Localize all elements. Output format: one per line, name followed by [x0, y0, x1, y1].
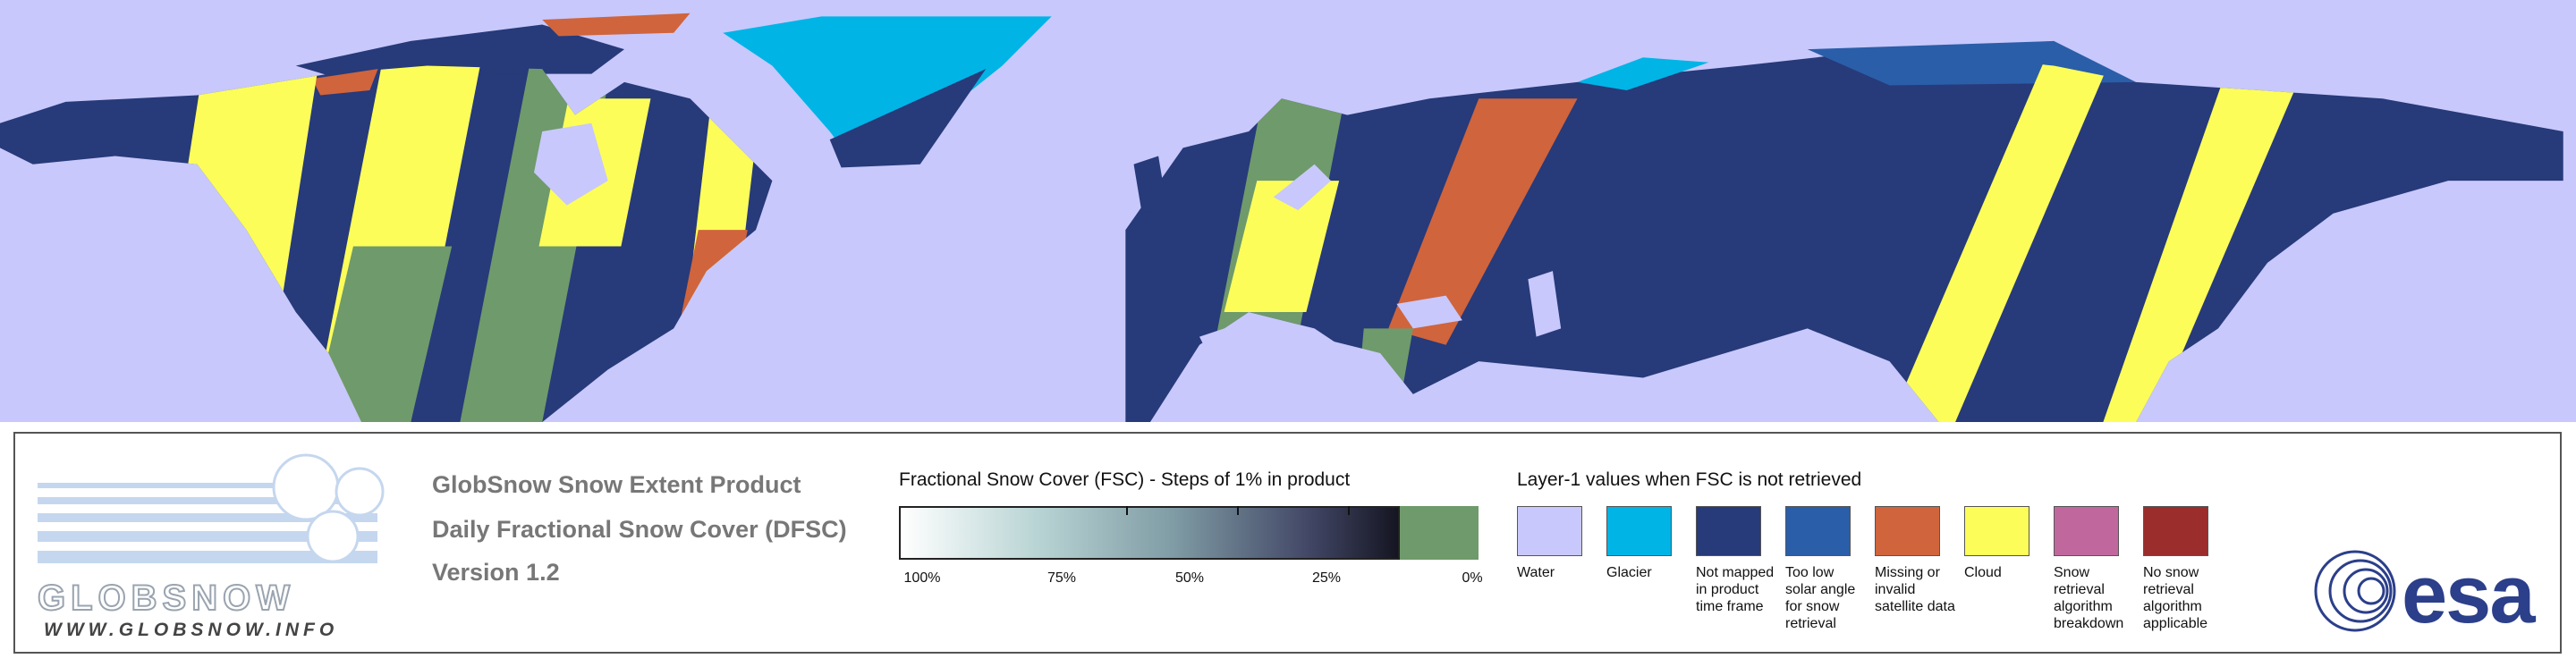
tick	[1237, 506, 1239, 515]
class-swatch	[1785, 506, 1851, 556]
cloud-band	[1224, 181, 1340, 313]
snow-free-band	[312, 246, 453, 422]
tick	[1348, 506, 1350, 515]
legend: GLOBSNOW WWW.GLOBSNOW.INFO GlobSnow Snow…	[13, 432, 2562, 654]
agency-logo: esa	[2402, 549, 2535, 640]
class-swatch	[1606, 506, 1672, 556]
greenland	[723, 16, 1052, 165]
hudson-bay	[534, 122, 608, 206]
caspian-sea	[1528, 271, 1562, 337]
svalbard	[1577, 57, 1709, 91]
logo-url: WWW.GLOBSNOW.INFO	[44, 620, 339, 640]
product-version: Version 1.2	[432, 559, 560, 586]
class-label: Water	[1517, 565, 1555, 580]
snow-map	[0, 0, 2576, 422]
japan	[2201, 246, 2251, 329]
class-swatch	[1875, 506, 1940, 556]
class-label: Snow retrieval algorithm breakdown	[2054, 565, 2124, 631]
class-swatch	[2143, 506, 2208, 556]
product-subtitle: Daily Fractional Snow Cover (DFSC)	[432, 516, 847, 543]
fsc-tick-label: 0%	[1462, 570, 1483, 586]
class-swatch	[2054, 506, 2119, 556]
class-label: Cloud	[1964, 565, 2002, 580]
fsc-tick-label: 100%	[903, 570, 941, 586]
fsc-tick-label: 50%	[1174, 570, 1205, 586]
product-title: GlobSnow Snow Extent Product	[432, 471, 801, 498]
class-swatch	[1696, 506, 1761, 556]
black-sea	[1396, 295, 1462, 329]
logo-graphic	[38, 453, 385, 563]
class-swatch	[1964, 506, 2029, 556]
esa-emblem	[2314, 550, 2396, 632]
baltic-sea	[1273, 164, 1331, 211]
fsc-title: Fractional Snow Cover (FSC) - Steps of 1…	[899, 469, 1351, 490]
logo-name: GLOBSNOW	[37, 578, 295, 619]
cloud-band	[2103, 49, 2334, 422]
fsc-tick-label: 75%	[1046, 570, 1077, 586]
arctic-missing-2	[542, 13, 691, 37]
britain	[1133, 156, 1167, 214]
cloud-band	[1889, 49, 2137, 422]
layer1-title: Layer-1 values when FSC is not retrieved	[1517, 469, 1862, 490]
tick	[1126, 506, 1128, 515]
fsc-gradient	[899, 506, 1400, 560]
class-label: Glacier	[1606, 565, 1652, 580]
class-label: Missing or invalid satellite data	[1875, 565, 1955, 614]
missing-band	[1388, 98, 1578, 345]
class-label: No snow retrieval algorithm applicable	[2143, 565, 2208, 631]
fsc-zero	[1400, 506, 1479, 560]
mediterranean	[1199, 320, 1413, 394]
class-label: Too low solar angle for snow retrieval	[1785, 565, 1856, 631]
greenland-south	[829, 69, 987, 168]
fsc-tick-label: 25%	[1311, 570, 1342, 586]
class-swatch	[1517, 506, 1582, 556]
class-label: Not mapped in product time frame	[1696, 565, 1775, 614]
arctic-missing	[312, 69, 378, 96]
